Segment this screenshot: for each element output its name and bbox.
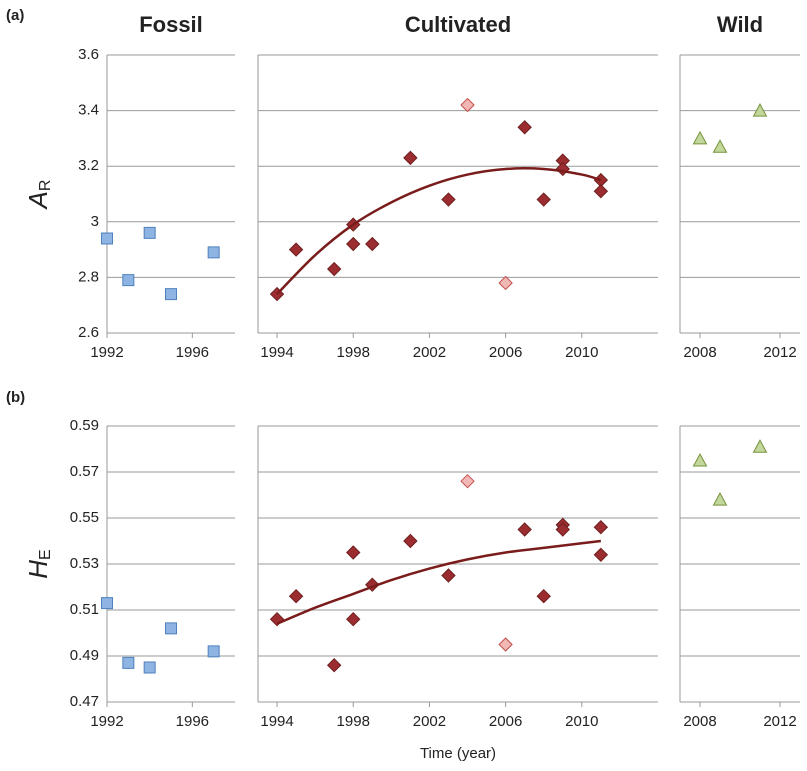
point: [101, 597, 113, 610]
point: [326, 657, 342, 673]
point: [498, 275, 513, 291]
x-tick-label: 2012: [763, 713, 796, 730]
x-tick-label: 1996: [176, 344, 209, 361]
point: [517, 522, 532, 537]
y-axis-label-sub: R: [37, 180, 54, 192]
x-tick-label: 2010: [565, 344, 598, 361]
point: [346, 611, 361, 627]
y-tick-label: 3.6: [78, 46, 99, 63]
y-tick-label: 2.6: [78, 324, 99, 341]
point: [165, 288, 177, 301]
x-tick-label: 1992: [90, 344, 123, 361]
y-tick-label: 0.55: [70, 509, 99, 526]
point: [101, 232, 113, 245]
y-tick-label: 0.53: [70, 555, 99, 572]
point: [441, 568, 456, 583]
point: [712, 139, 728, 153]
x-tick-label: 1994: [260, 713, 293, 730]
point: [593, 519, 609, 535]
x-tick-label: 1996: [176, 713, 209, 730]
point: [460, 473, 475, 489]
y-axis-label: AR: [23, 180, 54, 211]
point: [555, 522, 570, 537]
point: [517, 120, 532, 135]
y-axis-label-main: A: [23, 191, 53, 210]
point: [288, 588, 304, 604]
panel-title: Fossil: [139, 12, 203, 37]
x-tick-label: 2010: [565, 713, 598, 730]
x-tick-label: 2006: [489, 344, 522, 361]
point: [143, 226, 156, 239]
panel-label: (b): [6, 389, 25, 406]
point: [752, 103, 768, 117]
point: [207, 645, 220, 658]
point: [555, 161, 570, 177]
x-axis-label: Time (year): [420, 745, 496, 762]
x-tick-label: 2012: [763, 344, 796, 361]
x-tick-label: 1998: [337, 713, 370, 730]
point: [346, 236, 361, 252]
point: [692, 452, 708, 467]
point: [593, 547, 609, 563]
x-tick-label: 2002: [413, 344, 446, 361]
x-tick-label: 2008: [683, 344, 716, 361]
x-tick-label: 2008: [683, 713, 716, 730]
x-tick-label: 2002: [413, 713, 446, 730]
point: [122, 656, 135, 669]
panel-title: Wild: [717, 12, 763, 37]
point: [165, 622, 177, 635]
x-tick-label: 1998: [337, 344, 370, 361]
y-tick-label: 0.51: [70, 601, 99, 618]
y-tick-label: 0.49: [70, 647, 99, 664]
x-tick-label: 1994: [260, 344, 293, 361]
point: [692, 130, 708, 145]
y-tick-label: 3.2: [78, 157, 99, 174]
y-tick-label: 3.4: [78, 102, 99, 119]
y-tick-label: 0.59: [70, 417, 99, 434]
point: [403, 150, 418, 166]
point: [498, 637, 513, 652]
point: [122, 274, 135, 287]
panel-label: (a): [6, 7, 24, 24]
point: [326, 261, 342, 277]
point: [143, 661, 156, 674]
point: [346, 545, 361, 560]
point: [365, 236, 380, 252]
point: [403, 533, 418, 549]
x-tick-label: 1992: [90, 713, 123, 730]
y-axis-label-sub: E: [37, 549, 54, 560]
y-axis-label-main: H: [23, 560, 53, 579]
point: [752, 439, 768, 453]
point: [712, 492, 728, 506]
point: [536, 588, 551, 604]
point: [207, 246, 220, 259]
x-tick-label: 2006: [489, 713, 522, 730]
panel-title: Cultivated: [405, 12, 511, 37]
y-tick-label: 0.57: [70, 463, 99, 480]
point: [593, 184, 609, 199]
trend-line: [276, 167, 602, 295]
point: [536, 192, 551, 207]
point: [441, 192, 456, 207]
y-axis-label: HE: [23, 549, 54, 578]
point: [269, 611, 285, 627]
point: [288, 242, 304, 257]
trend-line: [276, 539, 602, 625]
y-tick-label: 2.8: [78, 268, 99, 285]
y-tick-label: 0.47: [70, 693, 99, 710]
y-tick-label: 3: [91, 213, 99, 230]
point: [460, 97, 475, 113]
